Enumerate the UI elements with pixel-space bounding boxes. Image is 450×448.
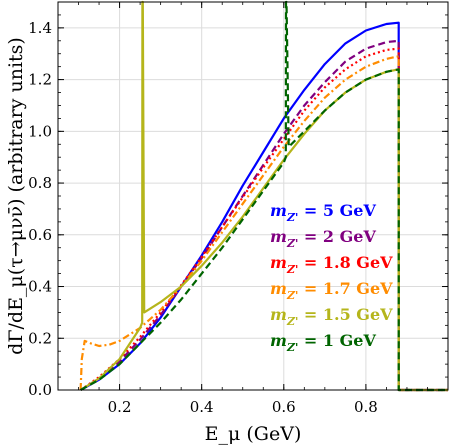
legend-entry-5: mZ' = 1 GeV bbox=[270, 331, 376, 354]
series-line-2 bbox=[79, 47, 448, 392]
y-tick-label: 1.2 bbox=[28, 71, 52, 89]
series-line-3 bbox=[79, 55, 448, 392]
series-line-5 bbox=[80, 0, 448, 392]
legend-entry-1: mZ' = 2 GeV bbox=[270, 227, 376, 250]
legend-entry-3: mZ' = 1.7 GeV bbox=[270, 279, 393, 302]
legend-entry-4: mZ' = 1.5 GeV bbox=[270, 305, 393, 328]
legend: mZ' = 5 GeV mZ' = 2 GeV mZ' = 1.8 GeV mZ' =… bbox=[270, 201, 393, 354]
series-line-1 bbox=[80, 39, 448, 392]
legend-entry-0: mZ' = 5 GeV bbox=[270, 201, 376, 224]
x-tick-label: 0.8 bbox=[354, 398, 378, 416]
grid bbox=[58, 2, 448, 391]
x-tick-label: 0.4 bbox=[190, 398, 214, 416]
series-line-0 bbox=[80, 21, 448, 392]
x-axis-title: E_μ (GeV) bbox=[205, 423, 302, 445]
y-tick-label: 0.0 bbox=[28, 381, 52, 399]
series-line-4 bbox=[80, 0, 448, 392]
x-tick-label: 0.6 bbox=[272, 398, 296, 416]
legend-entry-2: mZ' = 1.8 GeV bbox=[270, 253, 393, 276]
y-tick-label: 1.0 bbox=[28, 122, 52, 140]
y-axis-title: dΓ/dE_μ(τ→μνν̄) (arbitrary units) bbox=[5, 37, 27, 355]
y-tick-label: 1.4 bbox=[28, 19, 52, 37]
y-tick-label: 0.8 bbox=[28, 174, 52, 192]
y-tick-label: 0.6 bbox=[28, 226, 52, 244]
y-tick-label: 0.2 bbox=[28, 329, 52, 347]
series-group bbox=[79, 0, 448, 392]
x-tick-label: 0.2 bbox=[108, 398, 132, 416]
y-tick-label: 0.4 bbox=[28, 278, 52, 296]
ticks: 0.2 0.4 0.6 0.8 0.0 0.2 0.4 0.6 0.8 1.0 1.2 1.4 bbox=[28, 1, 449, 416]
plot-frame bbox=[57, 1, 449, 391]
